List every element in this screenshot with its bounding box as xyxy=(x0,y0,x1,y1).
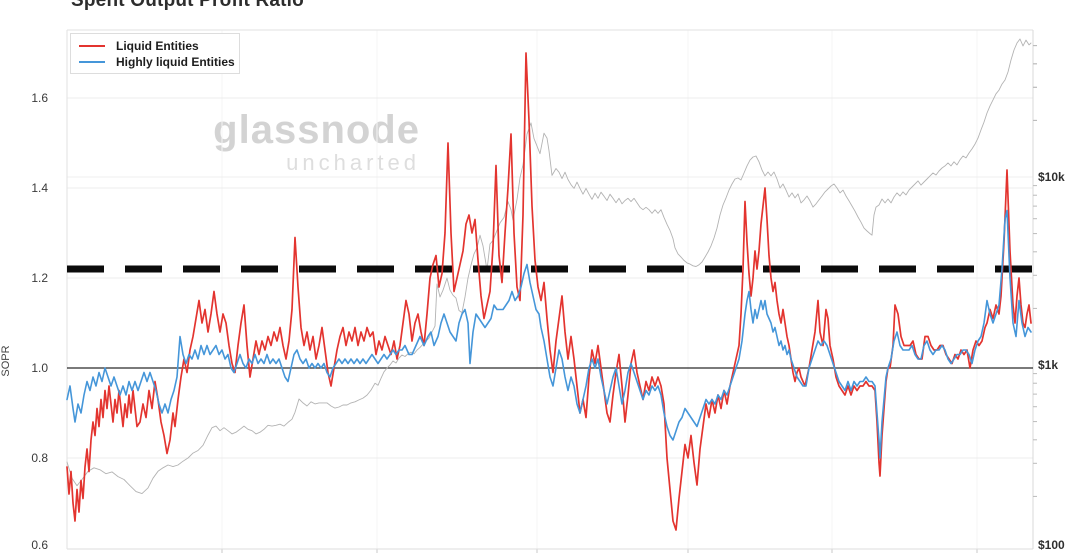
y-axis-tick-1.6: 1.6 xyxy=(31,91,48,105)
right-axis-tick-1k: $1k xyxy=(1038,358,1059,372)
legend-swatch-liquid-line xyxy=(79,45,105,47)
legend-item-highly-liquid-entities[interactable]: Highly liquid Entities xyxy=(71,54,239,70)
y-axis-tick-0.6: 0.6 xyxy=(31,538,48,552)
right-axis-tick-10k: $10k xyxy=(1038,170,1065,184)
y-axis-tick-1.0: 1.0 xyxy=(31,361,48,375)
legend-swatch-highly-liquid-line xyxy=(79,61,105,63)
highly-liquid-entities-line xyxy=(66,209,1032,459)
legend-label-highly-liquid-entities: Highly liquid Entities xyxy=(116,55,235,69)
chart-title: Spent Output Profit Ratio xyxy=(71,0,304,11)
legend: Liquid Entities Highly liquid Entities xyxy=(70,33,240,74)
legend-item-liquid-entities[interactable]: Liquid Entities xyxy=(71,38,239,54)
price-line xyxy=(66,38,1032,495)
y-axis-tick-1.2: 1.2 xyxy=(31,271,48,285)
y-axis-tick-1.4: 1.4 xyxy=(31,181,48,195)
y-axis-tick-0.8: 0.8 xyxy=(31,451,48,465)
right-axis-tick-100: $100 xyxy=(1038,538,1065,552)
legend-label-liquid-entities: Liquid Entities xyxy=(116,39,199,53)
